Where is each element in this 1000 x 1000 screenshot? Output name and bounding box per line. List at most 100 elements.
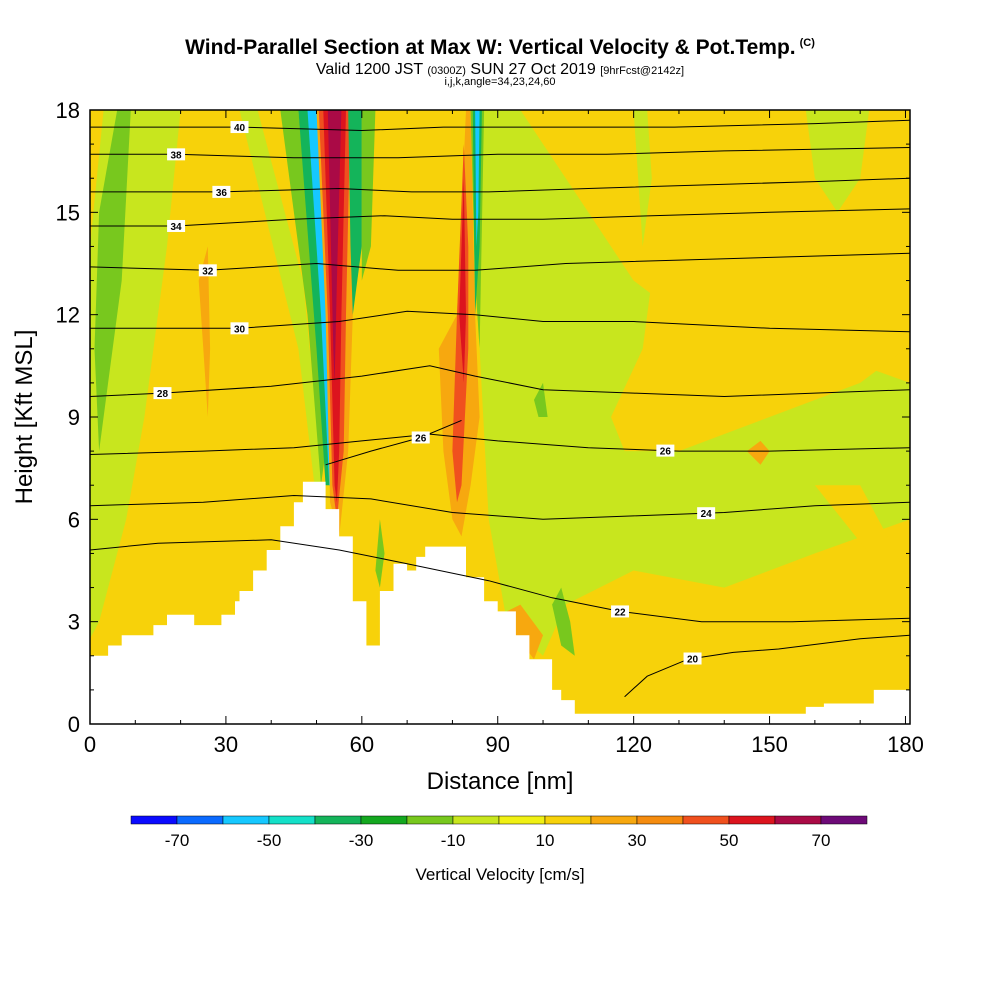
terrain-layer [90, 481, 910, 724]
colorbar-swatch [590, 815, 638, 825]
colorbar-tick-label: 70 [812, 831, 831, 850]
y-tick-label: 9 [68, 405, 80, 430]
colorbar-swatch [176, 815, 224, 825]
y-tick-label: 15 [56, 200, 80, 225]
subtitle-utc: (0300Z) [427, 65, 466, 77]
chart-title: Wind-Parallel Section at Max W: Vertical… [0, 36, 1000, 60]
theta-contour-34 [90, 208, 910, 227]
colorbar-swatch [544, 815, 592, 825]
theta-contour-26 [90, 433, 910, 455]
colorbar-tick-label: -30 [349, 831, 374, 850]
colorbar-tick-label: -10 [441, 831, 466, 850]
w-region-28 [375, 519, 385, 588]
theta-label-bg-30 [230, 322, 249, 335]
w-region-29 [534, 382, 548, 417]
subtitle-date: SUN 27 Oct 2019 [470, 61, 596, 78]
subtitle-valid: Valid 1200 JST [315, 61, 423, 78]
w-region-12 [348, 110, 362, 315]
theta-label-36: 36 [216, 188, 228, 199]
w-region-21 [633, 110, 652, 247]
colorbar-swatch [498, 815, 546, 825]
theta-contour-36 [90, 177, 910, 193]
theta-label-bg-20 [683, 652, 702, 665]
w-region-22 [805, 110, 870, 213]
colorbar-swatch [820, 815, 868, 825]
theta-label-bg-26 [656, 444, 675, 457]
x-tick-label: 180 [887, 732, 924, 757]
w-region-2 [94, 110, 131, 452]
theta-contour-24 [90, 494, 910, 520]
w-region-6 [298, 110, 331, 486]
theta-label-bg-22 [611, 605, 630, 618]
colorbar-swatch [452, 815, 500, 825]
theta-contour-32 [90, 252, 910, 271]
w-region-7 [307, 110, 333, 486]
y-tick-label: 18 [56, 98, 80, 123]
x-tick-label: 30 [214, 732, 238, 757]
w-region-19 [475, 110, 480, 247]
theta-label-bg-38 [167, 148, 186, 161]
title-mark: (C) [799, 37, 815, 49]
chart-title-text: Wind-Parallel Section at Max W: Vertical… [185, 36, 796, 59]
y-tick-label: 0 [68, 712, 80, 737]
colorbar: -70 -50 -30 -10 10 30 50 70 [130, 815, 868, 850]
w-region-26 [552, 587, 575, 656]
colorbar-swatch [360, 815, 408, 825]
x-axis-label: Distance [nm] [427, 768, 574, 795]
theta-contour-28 [90, 365, 910, 398]
w-region-13 [361, 110, 376, 281]
theta-label-40: 40 [234, 123, 246, 134]
colorbar-swatch [314, 815, 362, 825]
theta-label-28: 28 [157, 389, 169, 400]
colorbar-swatch [222, 815, 270, 825]
theta-label-34: 34 [171, 222, 183, 233]
theta-contour-30 [90, 310, 910, 333]
y-tick-label: 3 [68, 610, 80, 635]
theta-label-24: 24 [701, 509, 713, 520]
theta-label-22: 22 [614, 607, 626, 618]
terrain-mask [90, 481, 910, 724]
chart-subtitle-indices: i,j,k,angle=34,23,24,60 [444, 76, 556, 88]
theta-contour-22 [90, 539, 910, 623]
y-axis-label: Height [Kft MSL] [11, 330, 38, 505]
colorbar-tick-label: -50 [257, 831, 282, 850]
chart-subtitle: Valid 1200 JST (0300Z) SUN 27 Oct 2019 [… [0, 61, 1000, 79]
colorbar-title: Vertical Velocity [cm/s] [415, 865, 584, 884]
theta-label-30: 30 [234, 324, 246, 335]
theta-label-bg-36 [212, 185, 231, 198]
colorbar-swatch [406, 815, 454, 825]
theta-label-bg-26 [411, 431, 430, 444]
w-region-16 [459, 178, 466, 383]
w-region-3 [198, 246, 211, 417]
subtitle-forecast: [9hrFcst@2142z] [600, 65, 685, 77]
w-region-11 [327, 110, 342, 383]
theta-label-bg-34 [167, 219, 186, 232]
colorbar-tick-label: 50 [720, 831, 739, 850]
x-tick-label: 60 [350, 732, 374, 757]
w-region-23 [611, 246, 906, 452]
colorbar-swatch [636, 815, 684, 825]
w-region-5 [280, 110, 326, 486]
theta-label-bg-40 [230, 121, 249, 134]
colorbar-tick-label: 30 [628, 831, 647, 850]
colorbar-swatch [268, 815, 316, 825]
w-region-24 [814, 485, 910, 639]
y-tick-label: 12 [56, 303, 80, 328]
theta-label-26: 26 [415, 433, 427, 444]
x-tick-label: 0 [84, 732, 96, 757]
w-region-25 [746, 440, 770, 465]
theta-label-bg-28 [153, 387, 172, 400]
theta-label-bg-32 [198, 264, 217, 277]
theta-contour-26 [325, 419, 462, 466]
x-tick-label: 120 [615, 732, 652, 757]
theta-label-bg-24 [697, 507, 716, 520]
potential-temperature-contours: 20 22 24 26 26 28 30 32 34 36 38 40 [90, 119, 910, 698]
theta-label-26: 26 [660, 447, 672, 458]
colorbar-tick-label: -70 [165, 831, 190, 850]
colorbar-tick-label: 10 [536, 831, 555, 850]
theta-contour-20 [624, 634, 910, 698]
theta-contour-38 [90, 147, 910, 159]
theta-label-20: 20 [687, 655, 699, 666]
